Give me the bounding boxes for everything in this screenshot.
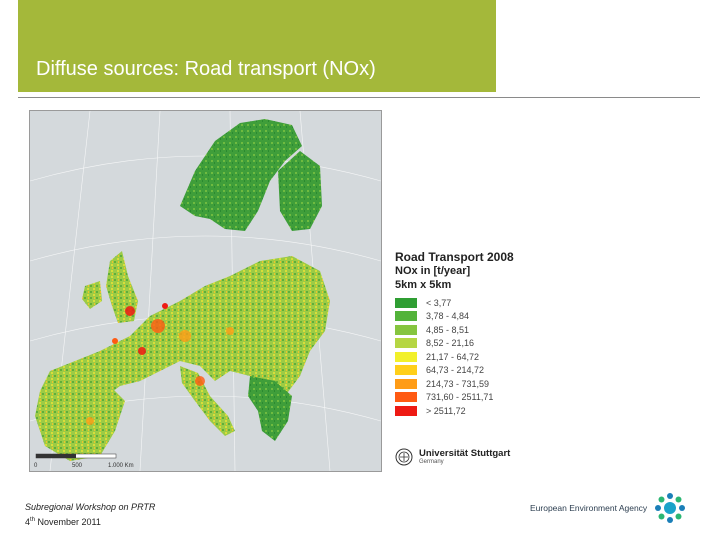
legend-subtitle: NOx in [t/year] [395,265,471,277]
italy-land [180,366,235,436]
footer-workshop: Subregional Workshop on PRTR [25,502,156,512]
eea-branding: European Environment Agency [530,491,687,525]
legend-class-item: 21,17 - 64,72 [395,350,545,364]
europe-map-svg: 0 500 1.000 Km [30,111,381,471]
ireland-land [82,281,102,309]
slide-title: Diffuse sources: Road transport (NOx) [36,58,376,80]
footer-day-suffix: th [30,517,36,523]
legend-class-label: 214,73 - 731,59 [426,378,490,389]
university-country: Germany [419,459,444,465]
legend-class-item: < 3,77 [395,296,545,310]
svg-text:0: 0 [34,463,38,469]
legend-class-item: 731,60 - 2511,71 [395,391,545,405]
legend-class-item: 4,85 - 8,51 [395,323,545,337]
legend-class-label: 64,73 - 214,72 [426,365,485,376]
scale-bar: 0 500 1.000 Km [34,453,134,469]
emission-hotspots [86,303,234,425]
scale-label-mid: 500 [72,463,83,469]
legend-title: Road Transport 2008 [395,250,514,264]
university-name: Universität Stuttgart [419,448,511,459]
legend-swatch [395,365,417,376]
legend-class-label: 4,85 - 8,51 [426,324,470,335]
title-divider [18,97,700,98]
legend-class-label: 8,52 - 21,16 [426,338,475,349]
legend-resolution: 5km x 5km [395,279,452,291]
iberia-land [35,381,125,461]
legend-class-item: 8,52 - 21,16 [395,337,545,351]
legend-class-label: 21,17 - 64,72 [426,351,480,362]
legend-swatch [395,324,417,335]
legend-class-label: < 3,77 [426,297,452,308]
legend-swatch [395,351,417,362]
legend-class-label: 3,78 - 4,84 [426,311,470,322]
university-seal-icon [395,448,413,466]
footer-date: 4th November 2011 [25,514,155,529]
university-credit: Universität Stuttgart Germany [395,448,510,466]
legend-swatch [395,338,417,349]
scandinavia-land [180,119,302,231]
map-legend: Road Transport 2008 NOx in [t/year] 5km … [395,250,545,418]
legend-swatch [395,405,417,416]
legend-classes: < 3,77 3,78 - 4,84 4,85 - 8,51 8,52 - 21,16… [395,296,545,418]
eea-star-logo-icon [655,493,686,523]
footer-month-year: November 2011 [35,517,101,527]
emission-map: 0 500 1.000 Km [29,110,382,472]
britain-land [106,251,138,323]
legend-class-item: 64,73 - 214,72 [395,364,545,378]
legend-class-label: 731,60 - 2511,71 [426,392,494,403]
legend-class-item: 3,78 - 4,84 [395,310,545,324]
legend-class-label: > 2511,72 [426,405,466,416]
legend-swatch [395,392,417,403]
title-banner [18,0,496,92]
legend-swatch [395,311,417,322]
eea-name: European Environment Agency [530,503,648,513]
legend-swatch [395,297,417,308]
footer-day: 4 [25,517,31,527]
slide-footer: Subregional Workshop on PRTR 4th Novembe… [25,501,155,529]
legend-class-item: 214,73 - 731,59 [395,377,545,391]
finland-land [278,151,322,231]
scale-label-end: 1.000 Km [108,463,134,469]
legend-class-item: > 2511,72 [395,404,545,418]
legend-swatch [395,378,417,389]
balkans-land [248,376,292,441]
